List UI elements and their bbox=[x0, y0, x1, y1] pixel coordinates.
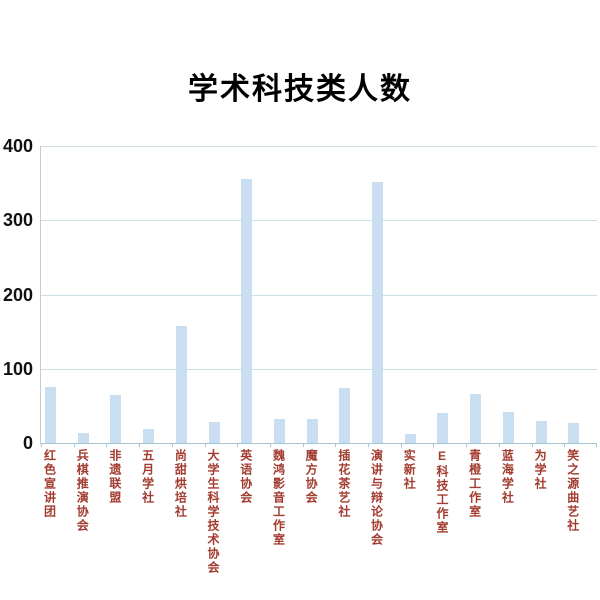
bar bbox=[535, 420, 547, 443]
x-axis-tick bbox=[237, 443, 239, 447]
gridline bbox=[41, 294, 597, 296]
bar bbox=[502, 411, 514, 443]
bar bbox=[306, 419, 318, 443]
bar bbox=[241, 178, 253, 443]
bar bbox=[404, 434, 416, 443]
y-axis-tick-label: 100 bbox=[2, 358, 33, 379]
x-axis-tick bbox=[400, 443, 402, 447]
x-axis-category-label: 插花茶艺社 bbox=[336, 449, 351, 519]
bar bbox=[273, 418, 285, 443]
y-axis-tick-label: 400 bbox=[2, 136, 33, 156]
x-axis-category-label: 大学生科学技术协会 bbox=[206, 449, 221, 575]
y-axis-tick-label: 0 bbox=[22, 433, 33, 453]
bar bbox=[45, 387, 56, 443]
gridline bbox=[41, 146, 597, 147]
x-axis-tick bbox=[204, 443, 206, 447]
bar bbox=[437, 413, 449, 443]
x-axis-category-label: 实新社 bbox=[402, 449, 417, 491]
bar bbox=[110, 394, 122, 443]
x-axis-category-label: 非遗联盟 bbox=[107, 449, 122, 505]
x-axis-tick bbox=[139, 443, 141, 447]
x-axis-tick bbox=[596, 443, 597, 447]
bar bbox=[143, 428, 155, 443]
x-axis-tick bbox=[302, 443, 304, 447]
bar bbox=[175, 326, 187, 443]
x-axis-category-label: 蓝海学社 bbox=[500, 449, 515, 505]
x-axis-category-label: 魏鸿影音工作室 bbox=[271, 449, 286, 547]
x-axis-category-label: 魔方协会 bbox=[304, 449, 319, 505]
x-axis-category-label: 英语协会 bbox=[238, 449, 253, 505]
y-axis-tick-label: 300 bbox=[2, 210, 33, 231]
bar bbox=[568, 422, 580, 443]
chart-title: 学术科技类人数 bbox=[188, 73, 412, 106]
x-axis-tick bbox=[73, 443, 75, 447]
x-axis-category-label: 笑之源曲艺社 bbox=[565, 449, 580, 533]
x-axis-tick bbox=[106, 443, 108, 447]
x-axis-category-label: 演讲与辩论协会 bbox=[369, 449, 384, 547]
x-axis-tick bbox=[269, 443, 271, 447]
bar bbox=[208, 422, 220, 443]
x-axis-tick bbox=[335, 443, 337, 447]
x-axis-tick bbox=[466, 443, 468, 447]
gridline bbox=[41, 220, 597, 222]
bar bbox=[77, 432, 89, 443]
gridline bbox=[41, 368, 597, 370]
x-axis-tick bbox=[41, 443, 42, 447]
y-axis-tick-label: 200 bbox=[2, 284, 33, 305]
x-axis-tick bbox=[171, 443, 173, 447]
x-axis-category-label: 为学社 bbox=[533, 449, 548, 491]
x-axis-category-label: 尚甜烘培社 bbox=[173, 449, 188, 519]
x-axis-tick bbox=[368, 443, 370, 447]
x-axis-tick bbox=[498, 443, 500, 447]
x-axis-category-label: 五月学社 bbox=[140, 449, 155, 505]
x-axis-category-label: E科技工作室 bbox=[434, 449, 449, 535]
plot-area bbox=[40, 146, 597, 447]
x-axis-category-label: 兵棋推演协会 bbox=[75, 449, 90, 533]
bar bbox=[339, 388, 351, 443]
x-axis-category-label: 青橙工作室 bbox=[467, 449, 482, 519]
bar bbox=[470, 394, 482, 443]
x-axis-tick bbox=[564, 443, 566, 447]
bar bbox=[372, 181, 384, 443]
x-axis-category-label: 红色宣讲团 bbox=[42, 449, 57, 519]
x-axis-tick bbox=[433, 443, 435, 447]
x-axis-tick bbox=[531, 443, 533, 447]
